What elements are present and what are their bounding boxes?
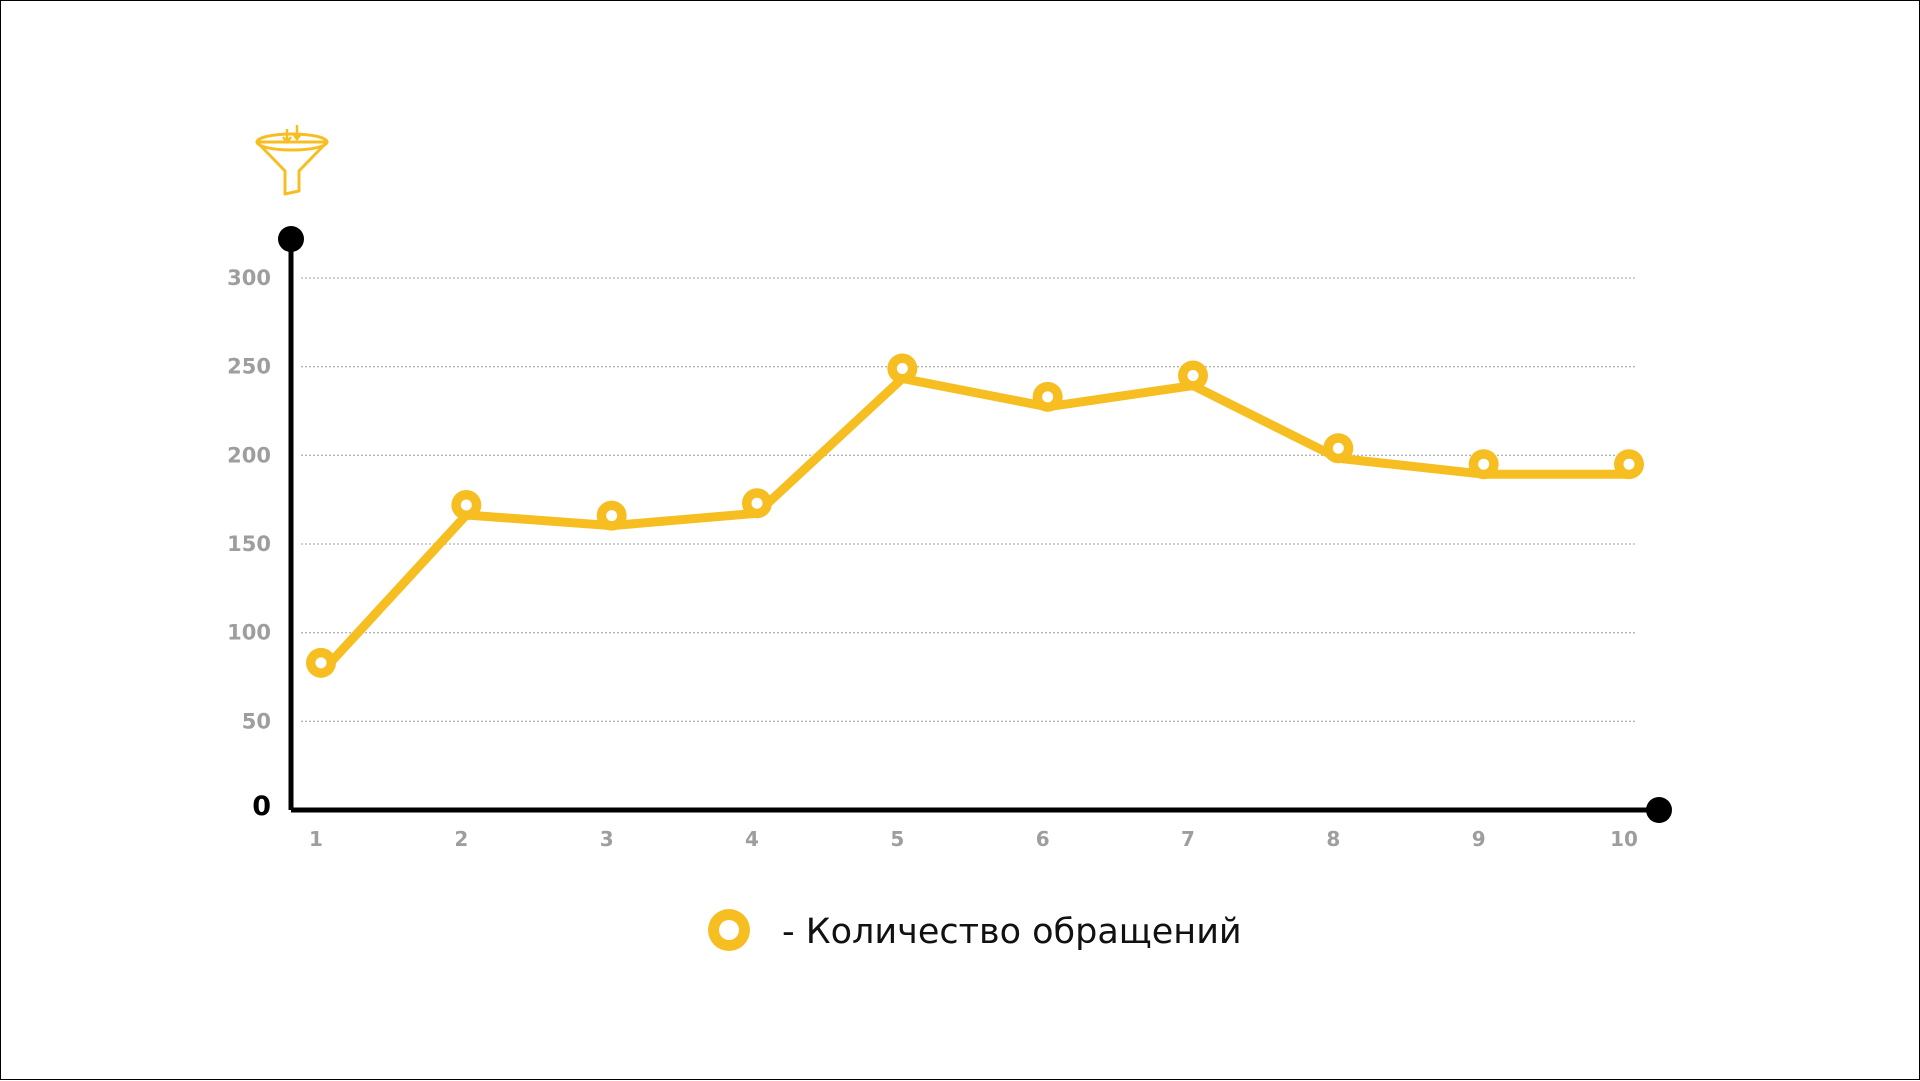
data-point-center <box>896 362 908 374</box>
x-tick-label: 8 <box>1326 827 1340 851</box>
y-tick-label: 300 <box>227 266 271 290</box>
y-tick-label: 50 <box>242 709 271 733</box>
y-tick-label: 150 <box>227 532 271 556</box>
data-point-center <box>1623 458 1635 470</box>
x-tick-label: 4 <box>745 827 759 851</box>
x-tick-label: 1 <box>309 827 323 851</box>
data-point-center <box>1332 442 1344 454</box>
x-axis-ticks: 1 2 3 4 5 6 7 8 9 10 <box>309 827 1638 851</box>
funnel-icon <box>255 125 329 196</box>
x-tick-label: 10 <box>1610 827 1638 851</box>
data-point-center <box>606 510 618 522</box>
y-tick-label: 200 <box>227 443 271 467</box>
x-tick-label: 2 <box>454 827 468 851</box>
series-layer <box>306 353 1644 678</box>
y-tick-label: 100 <box>227 621 271 645</box>
y-tick-label: 250 <box>227 355 271 379</box>
x-tick-label: 6 <box>1036 827 1050 851</box>
legend-marker-center <box>719 920 739 940</box>
data-point-center <box>1478 458 1490 470</box>
y-axis-ticks: 0 50 100 150 200 250 300 <box>227 266 271 822</box>
series-line <box>316 373 1634 678</box>
x-tick-label: 9 <box>1472 827 1486 851</box>
data-point-center <box>1187 370 1199 382</box>
data-point-center <box>1042 391 1054 403</box>
y-tick-label: 0 <box>252 791 271 822</box>
x-tick-label: 7 <box>1181 827 1195 851</box>
data-point-center <box>751 497 763 509</box>
data-point-center <box>315 657 327 669</box>
axis-layer <box>278 226 1672 823</box>
x-tick-label: 5 <box>890 827 904 851</box>
y-axis-end-dot <box>278 226 304 252</box>
grid-layer <box>301 277 1635 722</box>
legend: - Количество обращений <box>708 909 1242 952</box>
x-axis-end-dot <box>1646 797 1672 823</box>
x-tick-label: 3 <box>600 827 614 851</box>
data-point-center <box>460 499 472 511</box>
legend-label: - Количество обращений <box>782 912 1242 952</box>
